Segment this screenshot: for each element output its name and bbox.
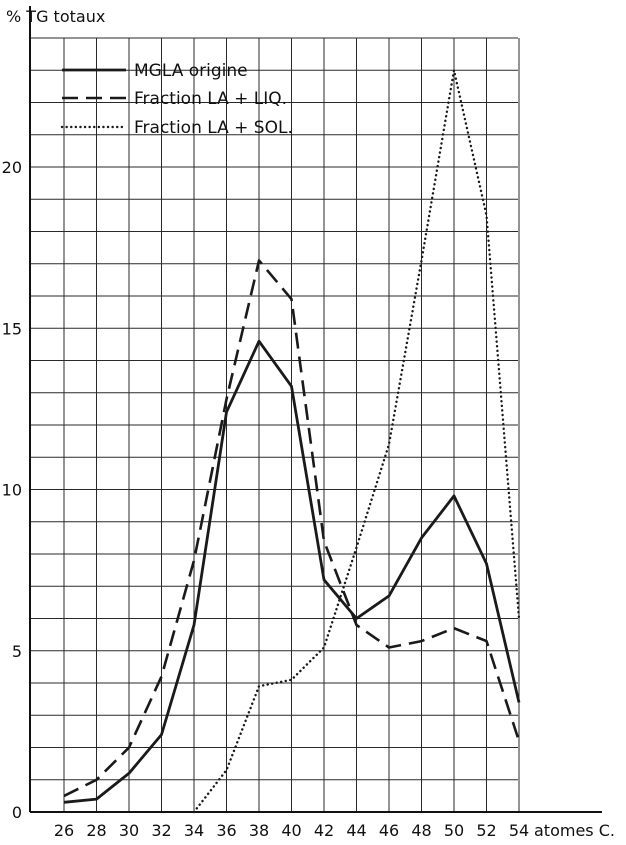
y-tick-label: 15 — [2, 319, 22, 338]
axes — [29, 6, 602, 813]
x-tick-label: 44 — [346, 821, 366, 840]
x-tick-label: 36 — [216, 821, 236, 840]
x-tick-labels: 26 28 30 32 34 36 38 40 42 44 46 48 50 52 54 — [54, 821, 529, 840]
x-tick-label: 32 — [151, 821, 171, 840]
y-tick-label: 10 — [2, 481, 22, 500]
x-tick-label: 50 — [444, 821, 464, 840]
grid — [30, 37, 520, 812]
x-tick-label: 54 — [509, 821, 529, 840]
y-tick-label: 0 — [12, 803, 22, 822]
x-tick-label: 46 — [379, 821, 399, 840]
series-line-solid — [63, 339, 521, 804]
x-axis-label: atomes C. — [534, 821, 615, 840]
legend-label: Fraction LA + LIQ. — [134, 89, 287, 109]
legend-label: MGLA origine — [134, 61, 248, 81]
series-lines — [63, 69, 521, 814]
x-tick-label: 34 — [184, 821, 204, 840]
series-line-dashed — [63, 259, 521, 798]
y-tick-labels: 0 5 10 15 20 — [2, 158, 22, 822]
y-tick-label: 5 — [12, 642, 22, 661]
y-axis-label: % TG totaux — [6, 7, 105, 26]
y-tick-label: 20 — [2, 158, 22, 177]
series-line-dotted — [192, 69, 521, 814]
x-tick-label: 42 — [314, 821, 334, 840]
x-tick-label: 26 — [54, 821, 74, 840]
x-tick-label: 48 — [411, 821, 431, 840]
x-tick-label: 40 — [281, 821, 301, 840]
legend-label: Fraction LA + SOL. — [134, 118, 293, 138]
x-tick-label: 28 — [86, 821, 106, 840]
x-tick-label: 30 — [119, 821, 139, 840]
x-tick-label: 38 — [249, 821, 269, 840]
legend: MGLA origine Fraction LA + LIQ. Fraction L… — [60, 61, 293, 138]
x-tick-label: 52 — [476, 821, 496, 840]
